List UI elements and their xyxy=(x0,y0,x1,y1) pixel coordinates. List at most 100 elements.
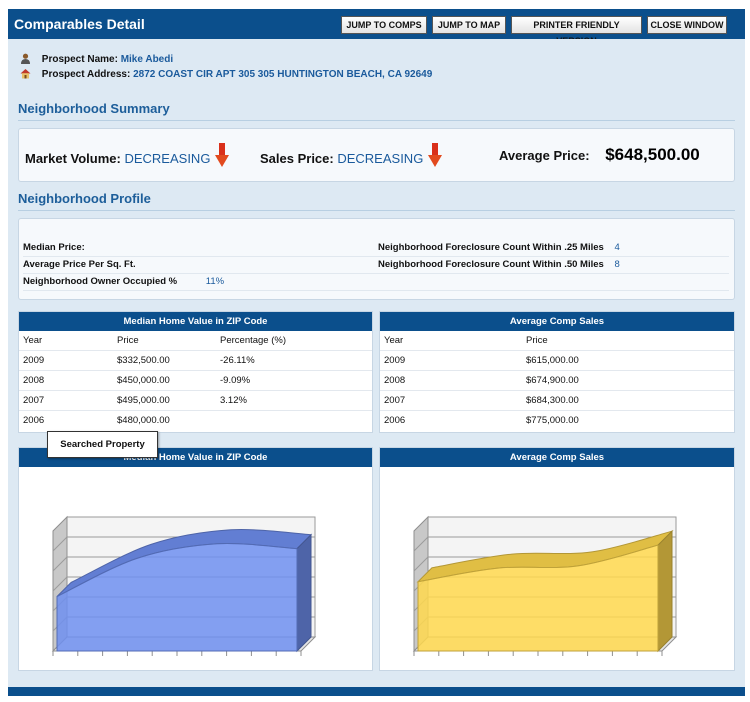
table-row: 2008 $450,000.00 -9.09% xyxy=(19,371,372,391)
foreclosure-25-value: 4 xyxy=(614,242,620,253)
neighborhood-profile-heading: Neighborhood Profile xyxy=(18,191,735,211)
table-header-row: Year Price xyxy=(380,331,734,351)
median-home-value-table: Median Home Value in ZIP Code Year Price… xyxy=(18,311,373,433)
cell-price: $450,000.00 xyxy=(117,375,170,386)
sales-price: Sales Price: DECREASING xyxy=(260,151,423,166)
comp-table-header: Average Comp Sales xyxy=(380,312,734,331)
cell-year: 2008 xyxy=(23,375,45,386)
window-title: Comparables Detail xyxy=(14,16,145,32)
prospect-name-value: Mike Abedi xyxy=(120,54,174,65)
owner-occupied: Neighborhood Owner Occupied % 11% xyxy=(23,276,224,287)
average-comp-sales-table: Average Comp Sales Year Price 2009 $615,… xyxy=(379,311,735,433)
cell-price: $615,000.00 xyxy=(526,355,579,366)
prospect-name-label: Prospect Name: xyxy=(41,54,118,65)
average-comp-sales-chart: Average Comp Sales xyxy=(379,447,735,671)
chart-area-front xyxy=(56,543,298,652)
foreclosure-50-label: Neighborhood Foreclosure Count Within .5… xyxy=(378,259,604,270)
cell-percentage: -26.11% xyxy=(220,355,255,366)
close-window-button[interactable]: CLOSE WINDOW xyxy=(647,16,727,34)
median-home-value-chart: Median Home Value in ZIP Code xyxy=(18,447,373,671)
prospect-name-row: Prospect Name: Mike Abedi xyxy=(20,53,173,65)
comp-chart-header: Average Comp Sales xyxy=(380,448,734,467)
searched-property-tooltip: Searched Property xyxy=(47,431,158,458)
printer-friendly-button[interactable]: PRINTER FRIENDLY VERSION xyxy=(511,16,642,46)
neighborhood-summary-heading: Neighborhood Summary xyxy=(18,101,735,121)
chart-gridline xyxy=(52,576,68,592)
avg-price-sqft: Average Price Per Sq. Ft. xyxy=(23,259,136,270)
jump-to-map-button[interactable]: JUMP TO MAP xyxy=(432,16,506,34)
chart-gridline xyxy=(52,536,68,552)
table-row: 2006 $480,000.00 xyxy=(19,411,372,431)
cell-price: $495,000.00 xyxy=(117,395,170,406)
comp-area-chart xyxy=(412,515,678,656)
cell-price: $684,300.00 xyxy=(526,395,579,406)
bottom-bar xyxy=(8,687,745,696)
profile-divider xyxy=(23,273,729,274)
prospect-address-row: Prospect Address: 2872 COAST CIR APT 305… xyxy=(20,68,432,80)
avg-price-sqft-label: Average Price Per Sq. Ft. xyxy=(23,259,136,270)
foreclosure-25: Neighborhood Foreclosure Count Within .2… xyxy=(378,242,620,253)
table-row: 2007 $495,000.00 3.12% xyxy=(19,391,372,411)
profile-divider xyxy=(23,256,729,257)
cell-year: 2009 xyxy=(384,355,406,366)
down-arrow-icon xyxy=(428,143,442,167)
market-volume-value: DECREASING xyxy=(124,151,211,166)
cell-year: 2006 xyxy=(23,415,45,426)
table-row: 2008 $674,900.00 xyxy=(380,371,734,391)
summary-panel: Market Volume: DECREASING Sales Price: D… xyxy=(18,128,735,182)
profile-panel: Median Price: Average Price Per Sq. Ft. … xyxy=(18,218,735,300)
cell-price: $480,000.00 xyxy=(117,415,170,426)
chart-gridline xyxy=(52,556,68,572)
foreclosure-25-label: Neighborhood Foreclosure Count Within .2… xyxy=(378,242,604,253)
cell-price: $332,500.00 xyxy=(117,355,170,366)
cell-year: 2006 xyxy=(384,415,406,426)
cell-price: $775,000.00 xyxy=(526,415,579,426)
column-header-year: Year xyxy=(384,335,404,346)
column-header-price: Price xyxy=(526,335,548,346)
cell-year: 2008 xyxy=(384,375,406,386)
median-area-chart xyxy=(51,515,317,656)
column-header-price: Price xyxy=(117,335,139,346)
market-volume: Market Volume: DECREASING xyxy=(25,151,210,166)
owner-occupied-label: Neighborhood Owner Occupied % xyxy=(23,276,178,287)
person-icon xyxy=(21,53,30,64)
owner-occupied-value: 11% xyxy=(205,276,225,287)
column-header-percentage: Percentage (%) xyxy=(220,335,287,346)
comparables-window: Comparables Detail JUMP TO COMPS JUMP TO… xyxy=(8,9,745,696)
table-header-row: Year Price Percentage (%) xyxy=(19,331,372,351)
down-arrow-icon xyxy=(215,143,229,167)
table-row: 2006 $775,000.00 xyxy=(380,411,734,431)
table-row: 2009 $615,000.00 xyxy=(380,351,734,371)
chart-gridline xyxy=(413,536,429,552)
cell-price: $674,900.00 xyxy=(526,375,579,386)
cell-year: 2007 xyxy=(23,395,45,406)
table-row: 2007 $684,300.00 xyxy=(380,391,734,411)
foreclosure-50-value: 8 xyxy=(614,259,620,270)
table-row: 2009 $332,500.00 -26.11% xyxy=(19,351,372,371)
cell-year: 2009 xyxy=(23,355,45,366)
chart-area-end xyxy=(296,533,312,653)
prospect-address-label: Prospect Address: xyxy=(41,69,131,80)
profile-divider xyxy=(23,290,729,291)
median-price-label: Median Price: xyxy=(23,242,85,253)
prospect-address-value: 2872 COAST CIR APT 305 305 HUNTINGTON BE… xyxy=(133,69,433,80)
median-table-header: Median Home Value in ZIP Code xyxy=(19,312,372,331)
market-volume-label: Market Volume: xyxy=(25,151,121,166)
chart-gridline xyxy=(413,556,429,572)
sales-price-value: DECREASING xyxy=(337,151,424,166)
column-header-year: Year xyxy=(23,335,43,346)
sales-price-label: Sales Price: xyxy=(260,151,334,166)
main-content: Prospect Name: Mike Abedi Prospect Addre… xyxy=(8,39,745,687)
house-icon xyxy=(20,69,31,79)
jump-to-comps-button[interactable]: JUMP TO COMPS xyxy=(341,16,427,34)
average-price-label: Average Price: xyxy=(499,148,590,163)
average-price: Average Price: $648,500.00 xyxy=(499,145,700,165)
median-price: Median Price: xyxy=(23,242,85,253)
foreclosure-50: Neighborhood Foreclosure Count Within .5… xyxy=(378,259,620,270)
chart-area-front xyxy=(417,544,659,652)
cell-percentage: 3.12% xyxy=(220,395,247,406)
title-bar: Comparables Detail JUMP TO COMPS JUMP TO… xyxy=(8,9,745,46)
cell-year: 2007 xyxy=(384,395,406,406)
average-price-value: $648,500.00 xyxy=(605,145,700,164)
cell-percentage: -9.09% xyxy=(220,375,251,386)
